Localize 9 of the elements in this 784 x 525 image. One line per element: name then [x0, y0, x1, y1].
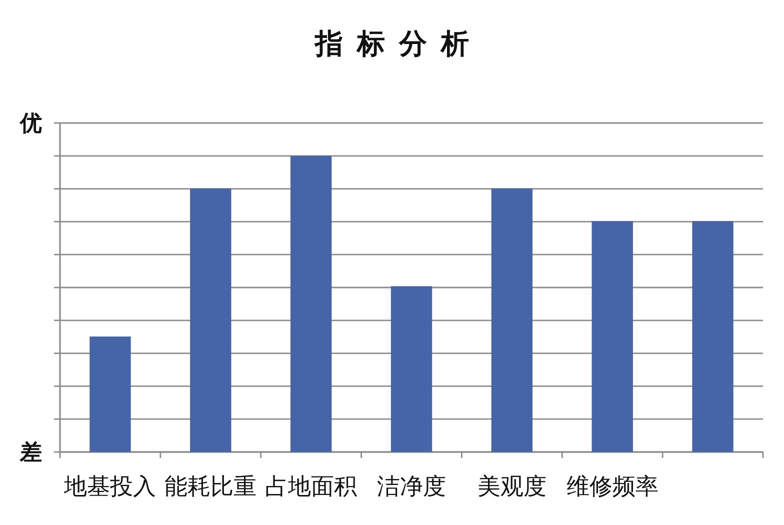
xtick-label: 洁净度: [377, 473, 446, 499]
xtick-label: 占地面积: [265, 473, 358, 499]
xtick-label: 美观度: [477, 473, 546, 499]
xtick-label: 地基投入: [64, 473, 156, 499]
xtick-label: 维修频率: [566, 473, 658, 499]
xtick-label: 能耗比重: [164, 473, 257, 499]
annotation: 优: [20, 110, 42, 136]
title: 指标分析: [315, 28, 483, 59]
annotation: 差: [20, 440, 42, 464]
